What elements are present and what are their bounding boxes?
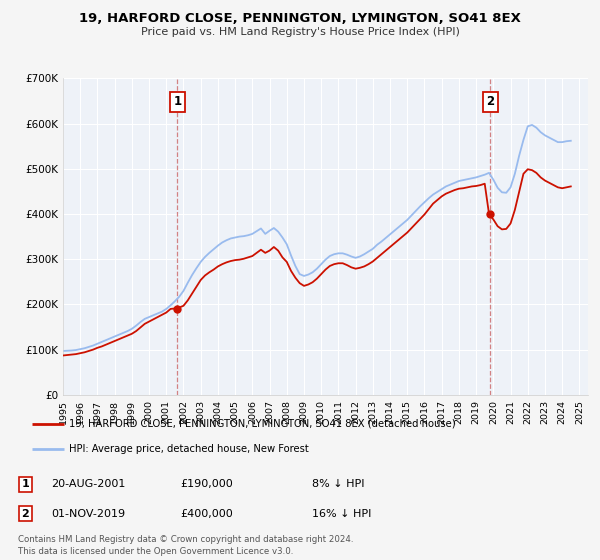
Text: 19, HARFORD CLOSE, PENNINGTON, LYMINGTON, SO41 8EX (detached house): 19, HARFORD CLOSE, PENNINGTON, LYMINGTON… bbox=[69, 419, 456, 429]
Text: 1: 1 bbox=[22, 479, 29, 489]
Text: £400,000: £400,000 bbox=[180, 508, 233, 519]
Text: This data is licensed under the Open Government Licence v3.0.: This data is licensed under the Open Gov… bbox=[18, 547, 293, 556]
Text: 16% ↓ HPI: 16% ↓ HPI bbox=[312, 508, 371, 519]
Text: Contains HM Land Registry data © Crown copyright and database right 2024.: Contains HM Land Registry data © Crown c… bbox=[18, 535, 353, 544]
Text: £190,000: £190,000 bbox=[180, 479, 233, 489]
Text: 2: 2 bbox=[22, 508, 29, 519]
Text: 20-AUG-2001: 20-AUG-2001 bbox=[51, 479, 125, 489]
Text: HPI: Average price, detached house, New Forest: HPI: Average price, detached house, New … bbox=[69, 444, 309, 454]
Text: Price paid vs. HM Land Registry's House Price Index (HPI): Price paid vs. HM Land Registry's House … bbox=[140, 27, 460, 37]
Text: 01-NOV-2019: 01-NOV-2019 bbox=[51, 508, 125, 519]
Text: 2: 2 bbox=[487, 95, 494, 109]
Text: 1: 1 bbox=[173, 95, 181, 109]
Text: 19, HARFORD CLOSE, PENNINGTON, LYMINGTON, SO41 8EX: 19, HARFORD CLOSE, PENNINGTON, LYMINGTON… bbox=[79, 12, 521, 25]
Text: 8% ↓ HPI: 8% ↓ HPI bbox=[312, 479, 365, 489]
